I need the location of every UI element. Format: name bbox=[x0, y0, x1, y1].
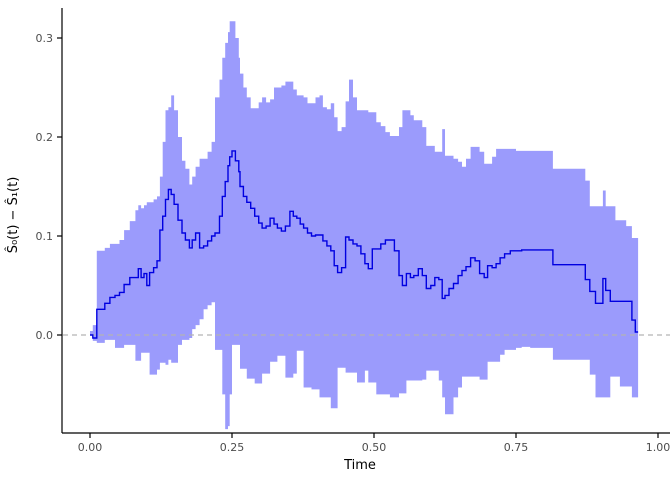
x-axis: 0.00 0.25 0.50 0.75 1.00 bbox=[62, 432, 671, 454]
x-tick-label: 1.00 bbox=[646, 441, 671, 454]
y-tick-label: 0.3 bbox=[36, 32, 54, 45]
y-axis-title: Ŝ₀(t) − Ŝ₁(t) bbox=[5, 177, 21, 254]
x-tick-label: 0.50 bbox=[362, 441, 387, 454]
y-tick-label: 0.2 bbox=[36, 131, 54, 144]
y-tick-label: 0.0 bbox=[36, 329, 54, 342]
x-tick-label: 0.25 bbox=[220, 441, 245, 454]
x-axis-title: Time bbox=[343, 458, 376, 473]
y-tick-label: 0.1 bbox=[36, 230, 54, 243]
x-tick-label: 0.75 bbox=[504, 441, 529, 454]
x-tick-label: 0.00 bbox=[78, 441, 103, 454]
estimate-step-line bbox=[90, 150, 639, 339]
confidence-band bbox=[90, 21, 639, 430]
y-axis: 0.0 0.1 0.2 0.3 bbox=[36, 8, 63, 433]
